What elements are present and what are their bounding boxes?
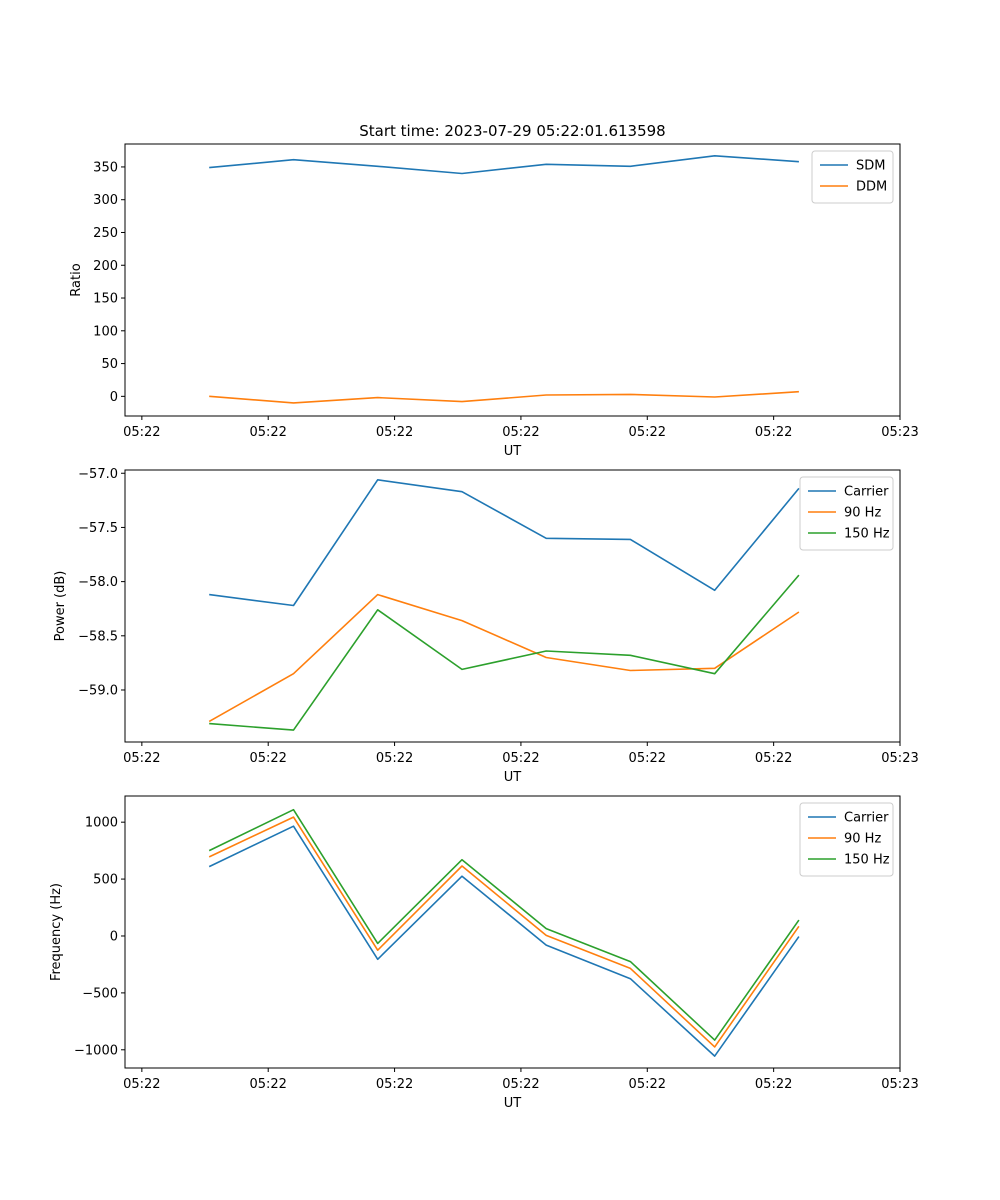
chart-2: −59.0 −58.5 −58.0 −57.5 −57.0 05:22 05:22 05:22… <box>53 467 919 785</box>
chart-1-legend-label: DDM <box>856 180 887 195</box>
chart-2-ytick-label: −59.0 <box>78 683 118 698</box>
chart-2-legend-label: 90 Hz <box>844 506 881 521</box>
chart-3-ytick-label: 0 <box>110 929 118 944</box>
chart-2-series-carrier <box>209 478 800 607</box>
chart-3-ytick-label: 500 <box>93 873 118 888</box>
chart-3-legend-label: 150 Hz <box>844 853 890 868</box>
chart-3-ytick-label: 1000 <box>85 816 118 831</box>
chart-3-frame <box>124 795 901 1069</box>
chart-1-xtick-label: 05:22 <box>249 425 286 440</box>
chart-2-legend-label: 150 Hz <box>844 527 890 542</box>
chart-1-xlabel: UT <box>504 444 522 459</box>
chart-2-xtick-label: 05:22 <box>376 751 413 766</box>
chart-3-xtick-label: 05:22 <box>249 1077 286 1092</box>
plot-area: 0 50 100 150 200 250 300 350 05:22 05:22 05:22 05:2… <box>49 143 919 1111</box>
chart-1-xtick-label: 05:22 <box>376 425 413 440</box>
chart-2-series-150-hz <box>209 574 800 731</box>
chart-1-legend-label: SDM <box>856 159 885 174</box>
chart-1-xtick-label: 05:23 <box>881 425 918 440</box>
chart-3-series-carrier <box>208 825 800 1057</box>
chart-2-series-90-hz <box>208 593 800 723</box>
chart-2-xlabel: UT <box>504 770 522 785</box>
chart-1-xtick-label: 05:22 <box>123 425 160 440</box>
chart-3-legend <box>799 802 894 877</box>
chart-3-xtick-label: 05:22 <box>629 1077 666 1092</box>
chart-3-ytick-label: −1000 <box>74 1043 118 1058</box>
chart-1-ytick-label: 150 <box>93 292 118 307</box>
chart-3-xtick-label: 05:22 <box>123 1077 160 1092</box>
chart-1-ytick-label: 50 <box>101 357 118 372</box>
chart-2-legend <box>799 476 894 551</box>
chart-2-ylabel: Power (dB) <box>53 571 68 642</box>
chart-2-xtick-label: 05:22 <box>629 751 666 766</box>
chart-1-series-sdm <box>209 155 799 175</box>
chart-3-legend-label: Carrier <box>844 811 889 826</box>
chart-2-ytick-label: −57.0 <box>78 467 118 482</box>
chart-1-ytick-label: 300 <box>93 193 118 208</box>
chart-2-legend-label: Carrier <box>844 485 889 500</box>
chart-2-xtick-label: 05:23 <box>881 751 918 766</box>
chart-3: −1000 −500 0 500 1000 05:22 05:22 05:22 05:22 05:… <box>49 795 919 1111</box>
chart-3-ytick-label: −500 <box>82 986 118 1001</box>
chart-1-frame <box>124 143 901 417</box>
chart-1-legend <box>811 150 894 204</box>
chart-1-ytick-label: 100 <box>93 324 118 339</box>
chart-1-ytick-label: 250 <box>93 226 118 241</box>
chart-2-ytick-label: −57.5 <box>78 521 118 536</box>
chart-2-xtick-label: 05:22 <box>249 751 286 766</box>
chart-3-xlabel: UT <box>504 1096 522 1111</box>
chart-1-xtick-label: 05:22 <box>755 425 792 440</box>
chart-1: 0 50 100 150 200 250 300 350 05:22 05:22 05:22 05:2… <box>69 143 919 459</box>
chart-1-xtick-label: 05:22 <box>502 425 539 440</box>
chart-2-ytick-label: −58.5 <box>78 629 118 644</box>
chart-2-ytick-label: −58.0 <box>78 575 118 590</box>
chart-1-xtick-label: 05:22 <box>629 425 666 440</box>
chart-3-xtick-label: 05:22 <box>755 1077 792 1092</box>
chart-3-series-90-hz <box>208 816 800 1048</box>
figure-title: Start time: 2023-07-29 05:22:01.613598 <box>359 122 665 140</box>
chart-1-ytick-label: 200 <box>93 259 118 274</box>
chart-1-ylabel: Ratio <box>69 263 84 296</box>
chart-3-series-150-hz <box>208 808 800 1041</box>
chart-2-xtick-label: 05:22 <box>755 751 792 766</box>
chart-2-xtick-label: 05:22 <box>502 751 539 766</box>
chart-2-frame <box>124 469 901 743</box>
chart-3-ylabel: Frequency (Hz) <box>49 883 64 981</box>
chart-1-ytick-label: 0 <box>110 390 118 405</box>
chart-3-xtick-label: 05:23 <box>881 1077 918 1092</box>
chart-1-series-ddm <box>209 390 799 404</box>
chart-3-xtick-label: 05:22 <box>502 1077 539 1092</box>
chart-3-legend-label: 90 Hz <box>844 832 881 847</box>
chart-1-ytick-label: 350 <box>93 160 118 175</box>
chart-2-xtick-label: 05:22 <box>123 751 160 766</box>
chart-3-xtick-label: 05:22 <box>376 1077 413 1092</box>
